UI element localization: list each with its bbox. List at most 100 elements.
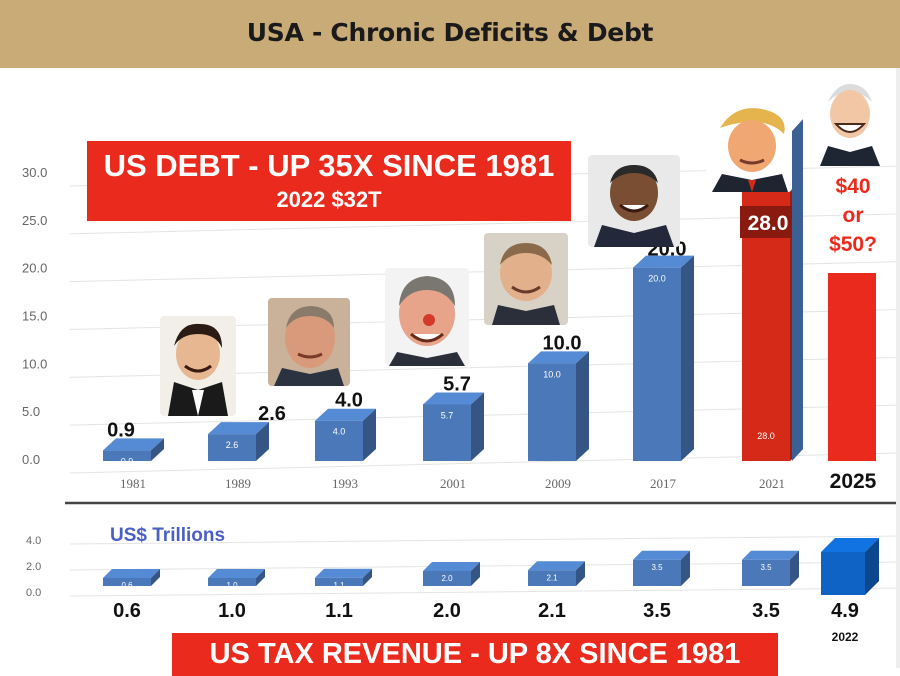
revenue-bar bbox=[742, 559, 790, 586]
debt-bar-label: 0.9 bbox=[121, 456, 134, 466]
clinton-caricature bbox=[385, 268, 469, 366]
revenue-bar-side bbox=[681, 550, 690, 586]
revenue-value-label: 4.9 bbox=[831, 600, 859, 622]
revenue-value-label: 1.1 bbox=[325, 600, 353, 622]
revenue-bar-label: 0.6 bbox=[121, 581, 133, 590]
debt-value-label: 2.6 bbox=[258, 403, 286, 425]
revenue-value-label: 1.0 bbox=[218, 600, 246, 622]
revenue-value-label: 2.0 bbox=[433, 600, 461, 622]
revenue-bar-label: 2.1 bbox=[546, 573, 558, 582]
debt-bar-label: 4.0 bbox=[333, 427, 346, 437]
debt-value-label: 5.7 bbox=[443, 373, 471, 395]
page-title: USA - Chronic Deficits & Debt bbox=[246, 18, 654, 47]
revenue-bar-label: 2.0 bbox=[441, 574, 453, 583]
trump-caricature bbox=[706, 100, 792, 192]
revenue-ytick-label: 2.0 bbox=[26, 561, 41, 573]
debt-ytick-label: 5.0 bbox=[22, 404, 40, 419]
revenue-ytick-label: 4.0 bbox=[26, 535, 41, 547]
revenue-bar bbox=[633, 559, 681, 586]
debt-bar-label: 2.6 bbox=[226, 440, 239, 450]
debt-2025-projection-label: $50? bbox=[829, 233, 877, 256]
debt-bar bbox=[633, 267, 681, 461]
debt-ytick-label: 20.0 bbox=[22, 261, 47, 276]
debt-bar-side bbox=[576, 351, 589, 461]
debt-ytick-label: 30.0 bbox=[22, 165, 47, 180]
debt-2025-projection-label: $40 bbox=[835, 175, 870, 198]
debt-banner: US DEBT - UP 35X SINCE 1981 2022 $32T bbox=[87, 141, 571, 221]
bush-jr-caricature bbox=[484, 233, 568, 325]
debt-bar-side bbox=[471, 392, 484, 461]
revenue-value-label: 2.1 bbox=[538, 600, 566, 622]
debt-bar-label: 10.0 bbox=[543, 369, 561, 379]
revenue-bar-side bbox=[471, 562, 480, 586]
biden-caricature bbox=[816, 80, 884, 166]
debt-xtick-label: 1989 bbox=[225, 476, 251, 491]
revenue-2022-bar bbox=[821, 552, 865, 595]
debt-xtick-label: 2021 bbox=[759, 476, 785, 491]
revenue-value-label: 3.5 bbox=[643, 600, 671, 622]
obama-caricature bbox=[588, 155, 680, 247]
debt-bar-top bbox=[103, 438, 164, 451]
debt-ytick-label: 15.0 bbox=[22, 309, 47, 324]
revenue-bar-label: 3.5 bbox=[651, 563, 663, 572]
title-bar bbox=[0, 0, 900, 68]
debt-bar bbox=[208, 434, 256, 461]
debt-value-label: 0.9 bbox=[107, 419, 135, 441]
revenue-banner: US TAX REVENUE - UP 8X SINCE 1981 bbox=[172, 633, 778, 676]
revenue-bar-side bbox=[151, 569, 160, 586]
revenue-gridline bbox=[69, 587, 900, 597]
units-label: US$ Trillions bbox=[110, 525, 225, 546]
debt-bar bbox=[528, 363, 576, 461]
bush-sr-caricature bbox=[268, 298, 350, 386]
revenue-ytick-label: 0.0 bbox=[26, 587, 41, 599]
revenue-bar-top bbox=[742, 550, 799, 560]
debt-2025-projection-label: or bbox=[843, 204, 864, 227]
debt-bar-side bbox=[363, 408, 376, 461]
debt-bar-label: 5.7 bbox=[441, 410, 454, 420]
revenue-bar-side bbox=[790, 550, 799, 586]
revenue-2022-bar-top bbox=[821, 538, 879, 552]
debt-bar-side bbox=[151, 438, 164, 461]
revenue-2022-bar-side bbox=[865, 538, 879, 595]
debt-bar-label: 20.0 bbox=[648, 274, 666, 284]
revenue-bar bbox=[208, 578, 256, 586]
debt-xtick-label: 2009 bbox=[545, 476, 571, 491]
revenue-bar-side bbox=[576, 561, 585, 586]
revenue-bar bbox=[315, 577, 363, 586]
debt-xtick-label: 2001 bbox=[440, 476, 466, 491]
debt-ytick-label: 0.0 bbox=[22, 452, 40, 467]
revenue-bar-top bbox=[208, 569, 265, 578]
debt-xtick-label: 2017 bbox=[650, 476, 677, 491]
revenue-bar-top bbox=[103, 569, 160, 578]
debt-bar-top bbox=[528, 351, 589, 364]
debt-bar-top bbox=[633, 255, 694, 268]
debt-ytick-label: 25.0 bbox=[22, 213, 47, 228]
reagan-caricature bbox=[160, 316, 236, 416]
debt-revenue-chart: 0.0 5.0 10.0 15.0 20.0 25.0 30.0 1981 0.9 0.9 1989… bbox=[22, 119, 900, 644]
revenue-bar bbox=[423, 571, 471, 586]
debt-value-label: 10.0 bbox=[543, 332, 582, 354]
debt-ytick-label: 10.0 bbox=[22, 356, 47, 371]
debt-value-label: 4.0 bbox=[335, 390, 363, 412]
revenue-bar-side bbox=[256, 569, 265, 586]
debt-banner-headline: US DEBT - UP 35X SINCE 1981 bbox=[103, 148, 555, 183]
debt-bar-side bbox=[681, 255, 694, 461]
revenue-bar bbox=[528, 570, 576, 586]
revenue-bar-top bbox=[315, 568, 372, 578]
revenue-bar-top bbox=[633, 550, 690, 560]
revenue-bar-label: 1.0 bbox=[226, 581, 238, 590]
revenue-bar-side bbox=[363, 568, 372, 586]
debt-2021-label-box bbox=[740, 206, 796, 238]
debt-2021-back-bar bbox=[792, 119, 803, 461]
revenue-gridline bbox=[69, 535, 900, 545]
debt-bar bbox=[423, 404, 471, 461]
debt-bar bbox=[103, 450, 151, 461]
revenue-2022-label: 2022 bbox=[832, 630, 859, 644]
debt-bar-top bbox=[423, 392, 484, 405]
debt-bar-label: 28.0 bbox=[757, 431, 775, 441]
debt-value-label: 28.0 bbox=[748, 212, 789, 235]
debt-bar bbox=[315, 420, 363, 461]
revenue-bar-label: 3.5 bbox=[760, 563, 772, 572]
right-border bbox=[896, 68, 900, 668]
debt-bar-top bbox=[315, 408, 376, 421]
